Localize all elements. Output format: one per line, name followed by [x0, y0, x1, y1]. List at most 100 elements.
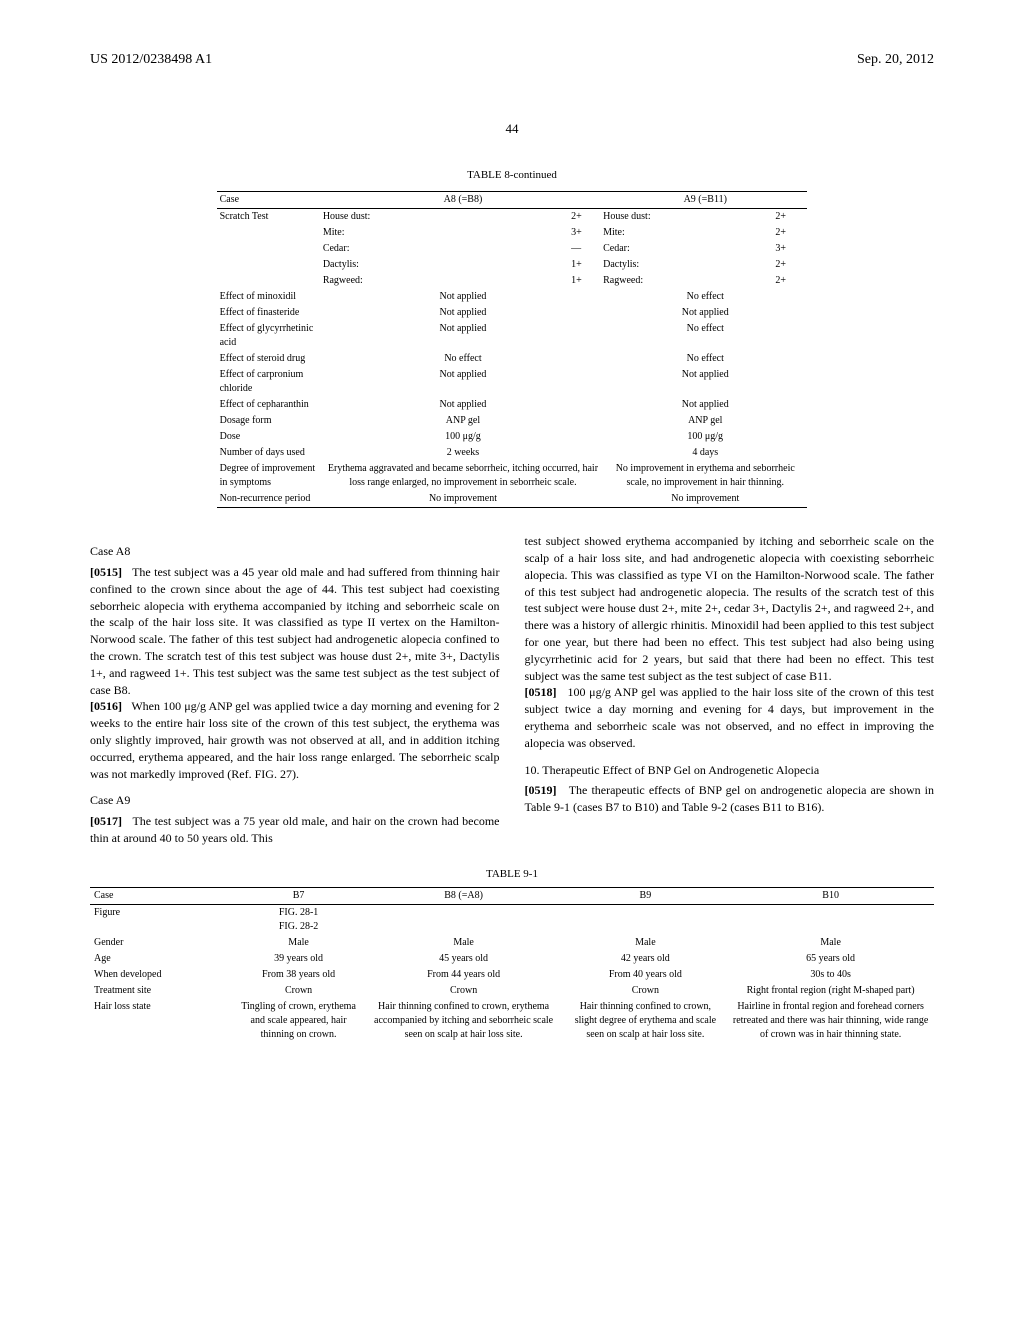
para-text: 100 μg/g ANP gel was applied to the hair… [525, 685, 935, 749]
t9-cell: From 38 years old [233, 967, 363, 983]
t9-cell: Male [233, 935, 363, 951]
table9: Case B7 B8 (=A8) B9 B10 Figure FIG. 28-1… [90, 887, 934, 1043]
header-pubnum: US 2012/0238498 A1 [90, 50, 212, 70]
t8-cell: No improvement [323, 491, 603, 508]
t9-cell: 45 years old [364, 951, 564, 967]
t9-cell: Gender [90, 935, 233, 951]
t9-h-b7: B7 [233, 888, 363, 905]
t9-cell: Crown [233, 983, 363, 999]
table8: Case A8 (=B8) A9 (=B11) Scratch Test Hou… [217, 191, 808, 508]
t8-cell: Mite: [323, 225, 568, 241]
t8-cell: Effect of steroid drug [217, 351, 323, 367]
t8-cell: Not applied [603, 305, 807, 321]
t8-cell: 3+ [568, 225, 603, 241]
t8-cell: Not applied [323, 305, 603, 321]
t8-cell: House dust: [603, 209, 772, 226]
t8-h-case: Case [217, 192, 323, 209]
t8-cell: 2+ [568, 209, 603, 226]
t8-cell: 100 μg/g [323, 429, 603, 445]
t8-cell: No effect [603, 321, 807, 351]
t8-cell: No effect [603, 351, 807, 367]
t9-cell: Male [563, 935, 727, 951]
para-0517: [0517] The test subject was a 75 year ol… [90, 813, 500, 847]
t8-cell: No improvement [603, 491, 807, 508]
t9-cell: Figure [90, 905, 233, 936]
column-left: Case A8 [0515] The test subject was a 45… [90, 533, 500, 847]
para-label: [0518] [525, 685, 557, 699]
t8-cell: Not applied [603, 397, 807, 413]
t9-cell: Crown [364, 983, 564, 999]
header-date: Sep. 20, 2012 [857, 50, 934, 70]
t8-cell: 2 weeks [323, 445, 603, 461]
t9-cell: Age [90, 951, 233, 967]
t8-cell: No effect [323, 351, 603, 367]
t8-scratch-label: Scratch Test [217, 209, 323, 226]
para-0515: [0515] The test subject was a 45 year ol… [90, 564, 500, 698]
para-text: The test subject was a 75 year old male,… [90, 814, 500, 845]
column-right: test subject showed erythema accompanied… [525, 533, 935, 847]
t8-cell: Not applied [323, 367, 603, 397]
t9-cell: Male [364, 935, 564, 951]
t8-cell: 4 days [603, 445, 807, 461]
t9-h-b9: B9 [563, 888, 727, 905]
para-label: [0515] [90, 565, 122, 579]
caseA8-title: Case A8 [90, 543, 500, 560]
t8-cell: 2+ [772, 273, 807, 289]
para-text: The therapeutic effects of BNP gel on an… [525, 783, 935, 814]
t8-cell: Non-recurrence period [217, 491, 323, 508]
t8-cell: Dactylis: [323, 257, 568, 273]
t8-cell: Dactylis: [603, 257, 772, 273]
t8-h-a9: A9 (=B11) [603, 192, 807, 209]
t8-cell: Mite: [603, 225, 772, 241]
t8-cell: Ragweed: [603, 273, 772, 289]
t8-cell: Cedar: [603, 241, 772, 257]
t9-cell: Male [727, 935, 934, 951]
sec10-title: 10. Therapeutic Effect of BNP Gel on And… [525, 762, 935, 779]
t9-cell: Hair thinning confined to crown, slight … [563, 999, 727, 1043]
t8-cell: 2+ [772, 225, 807, 241]
t9-h-b8: B8 (=A8) [364, 888, 564, 905]
t9-cell: 65 years old [727, 951, 934, 967]
t8-cell: Ragweed: [323, 273, 568, 289]
t9-cell: From 40 years old [563, 967, 727, 983]
t8-h-a8: A8 (=B8) [323, 192, 603, 209]
t8-cell: House dust: [323, 209, 568, 226]
t8-cell: 3+ [772, 241, 807, 257]
t8-cell: 1+ [568, 273, 603, 289]
t9-cell: From 44 years old [364, 967, 564, 983]
t9-cell: FIG. 28-1 FIG. 28-2 [233, 905, 363, 936]
t8-cell: Dosage form [217, 413, 323, 429]
t8-cell: Not applied [603, 367, 807, 397]
t8-cell: — [568, 241, 603, 257]
t8-cell: Cedar: [323, 241, 568, 257]
t9-cell: When developed [90, 967, 233, 983]
t8-cell: Degree of improvement in symptoms [217, 461, 323, 491]
t9-cell: 42 years old [563, 951, 727, 967]
t9-cell: Hairline in frontal region and forehead … [727, 999, 934, 1043]
para-0519: [0519] The therapeutic effects of BNP ge… [525, 782, 935, 816]
t8-cell: Not applied [323, 289, 603, 305]
page-number: 44 [90, 120, 934, 138]
t9-cell: Right frontal region (right M-shaped par… [727, 983, 934, 999]
t8-cell: Effect of glycyrrhetinic acid [217, 321, 323, 351]
para-text: When 100 μg/g ANP gel was applied twice … [90, 699, 500, 780]
t8-cell: ANP gel [603, 413, 807, 429]
t8-cell: 100 μg/g [603, 429, 807, 445]
para-0516: [0516] When 100 μg/g ANP gel was applied… [90, 698, 500, 782]
para-label: [0517] [90, 814, 122, 828]
t8-cell: No effect [603, 289, 807, 305]
t9-cell: 39 years old [233, 951, 363, 967]
table8-title: TABLE 8-continued [90, 168, 934, 183]
t9-cell: 30s to 40s [727, 967, 934, 983]
t8-cell: Dose [217, 429, 323, 445]
t8-cell: 1+ [568, 257, 603, 273]
t8-cell: Not applied [323, 397, 603, 413]
t9-h-b10: B10 [727, 888, 934, 905]
para-text: The test subject was a 45 year old male … [90, 565, 500, 697]
para-label: [0519] [525, 783, 557, 797]
t9-cell: Hair loss state [90, 999, 233, 1043]
t8-cell: Effect of carpronium chloride [217, 367, 323, 397]
t9-h-case: Case [90, 888, 233, 905]
t8-cell: No improvement in erythema and seborrhei… [603, 461, 807, 491]
t8-cell: Effect of cepharanthin [217, 397, 323, 413]
